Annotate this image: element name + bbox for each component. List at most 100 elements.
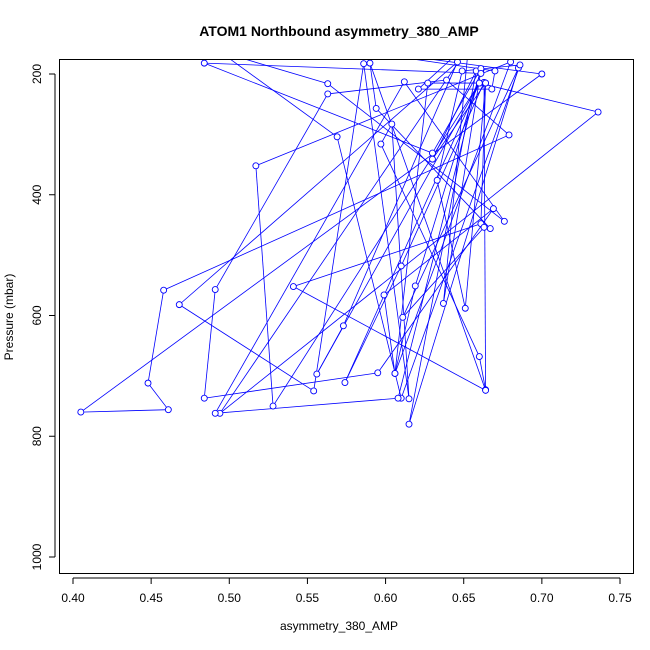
- x-axis-label: asymmetry_380_AMP: [280, 619, 398, 633]
- data-point: [594, 108, 602, 116]
- series-line-segment: [432, 68, 482, 154]
- x-tick-label: 0.70: [530, 591, 554, 605]
- series-line-segment: [215, 397, 399, 414]
- data-point: [405, 395, 413, 403]
- data-point: [374, 369, 382, 377]
- data-point: [491, 67, 499, 75]
- series-line-segment: [400, 82, 485, 267]
- series-line-segment: [408, 70, 477, 425]
- data-point: [289, 283, 297, 290]
- series-line-segment: [402, 227, 485, 318]
- series-line-segment: [380, 143, 480, 357]
- series-line-segment: [397, 68, 482, 399]
- series-line-segment: [442, 60, 468, 304]
- series-line-segment: [219, 60, 461, 414]
- x-tick-label: 0.60: [374, 591, 398, 605]
- series-line-segment: [416, 60, 496, 72]
- series-line-segment: [80, 409, 169, 413]
- x-tick-label: 0.55: [296, 591, 320, 605]
- y-axis: 200 400 600 800 1000: [30, 64, 56, 570]
- series-line-segment: [343, 61, 458, 326]
- series-line-segment: [219, 111, 599, 414]
- series-line-segment: [414, 70, 482, 287]
- data-point: [443, 76, 450, 84]
- series-line-segment: [394, 285, 416, 374]
- data-point: [475, 79, 483, 87]
- data-point: [144, 379, 152, 387]
- series-line-segment: [479, 82, 599, 113]
- data-point: [454, 60, 461, 66]
- series-line-segment: [400, 64, 521, 399]
- data-point: [480, 223, 488, 231]
- data-point: [433, 176, 441, 184]
- series-line-segment: [436, 180, 466, 309]
- data-point: [461, 304, 469, 312]
- series-line-segment: [462, 64, 521, 72]
- data-point: [507, 60, 515, 66]
- data-point: [538, 70, 546, 78]
- series-line-segment: [179, 304, 314, 392]
- data-point: [488, 85, 496, 93]
- data-point: [366, 60, 374, 67]
- series-line-segment: [204, 62, 481, 74]
- y-tick-label: 800: [30, 426, 44, 446]
- data-point: [405, 420, 413, 428]
- series-line-segment: [163, 134, 510, 291]
- data-point: [411, 282, 419, 290]
- data-point: [429, 155, 436, 163]
- series-line-segment: [443, 70, 482, 304]
- y-axis-label: Pressure (mbar): [2, 274, 16, 361]
- series-line-segment: [436, 70, 463, 181]
- data-point: [439, 299, 447, 307]
- series-line-segment: [80, 73, 543, 413]
- data-point: [377, 140, 385, 148]
- data-point: [324, 80, 332, 88]
- series-line-segment: [380, 123, 393, 145]
- x-tick-label: 0.75: [608, 591, 632, 605]
- series-line-segment: [293, 286, 486, 391]
- series-line-segment: [272, 82, 480, 407]
- series-line-segment: [480, 83, 486, 224]
- series-line-segment: [369, 62, 486, 391]
- y-tick-label: 200: [30, 64, 44, 84]
- data-point: [388, 120, 396, 128]
- x-tick-label: 0.65: [452, 591, 476, 605]
- data-point: [200, 394, 208, 402]
- series-line-segment: [147, 290, 165, 384]
- data-point: [164, 406, 172, 414]
- data-point: [341, 379, 349, 386]
- data-point: [339, 322, 347, 330]
- series-line-segment: [214, 93, 329, 290]
- data-point: [313, 370, 321, 378]
- series-line-segment: [369, 63, 377, 109]
- data-point: [486, 225, 494, 233]
- y-tick-label: 600: [30, 305, 44, 325]
- series-line-segment: [394, 83, 429, 374]
- series-line-segment: [316, 325, 344, 375]
- series-line-segment: [383, 294, 396, 374]
- series-line-segment: [404, 81, 505, 222]
- x-tick-label: 0.50: [218, 591, 242, 605]
- series-line-segment: [418, 60, 451, 90]
- plot-frame: [59, 59, 634, 574]
- data-point: [200, 60, 208, 67]
- series-line-segment: [230, 60, 338, 138]
- data-point: [252, 162, 260, 170]
- data-point: [400, 78, 408, 86]
- data-point: [77, 408, 85, 416]
- series-line-segment: [344, 265, 402, 383]
- series-line-segment: [408, 67, 519, 425]
- series-line-segment: [147, 382, 169, 410]
- series-line-segment: [327, 83, 505, 222]
- data-point: [477, 69, 485, 77]
- series-line-segment: [293, 223, 482, 287]
- series-line-segment: [391, 124, 410, 399]
- data-point: [458, 67, 466, 75]
- data-point: [160, 286, 168, 294]
- x-tick-label: 0.45: [139, 591, 163, 605]
- series-line-segment: [433, 60, 542, 75]
- series-line-segment: [255, 165, 274, 407]
- series-line-segment: [363, 63, 410, 399]
- data-point: [429, 149, 436, 157]
- series-line-segment: [313, 63, 365, 392]
